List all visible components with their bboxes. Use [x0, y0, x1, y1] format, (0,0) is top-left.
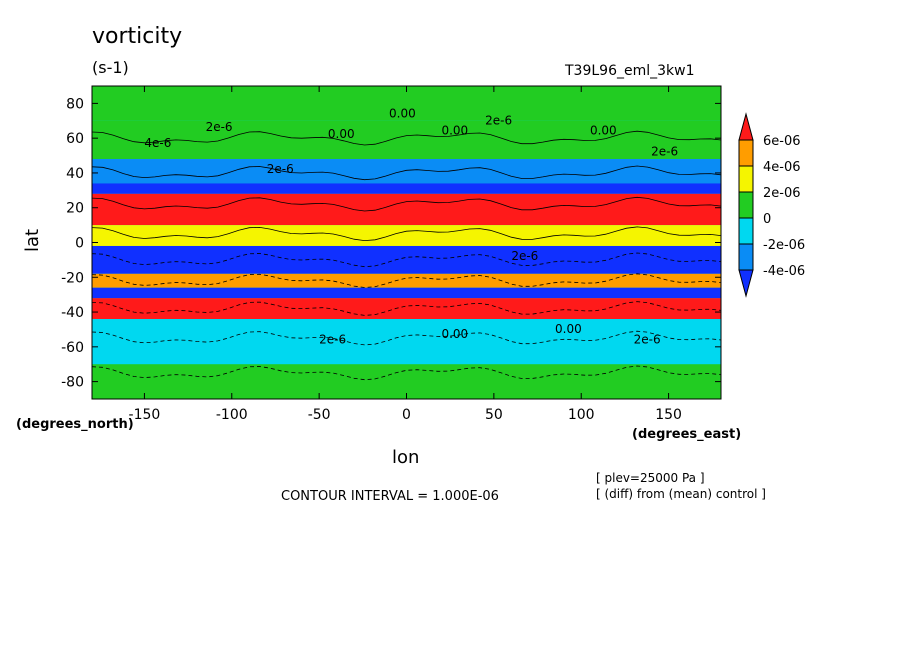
contour-label: 2e-6	[267, 162, 294, 176]
x-tick-label: 150	[655, 407, 682, 423]
contour-line	[91, 365, 722, 381]
contour-line	[91, 226, 722, 242]
vorticity-band	[92, 287, 721, 299]
vorticity-band	[92, 225, 721, 246]
vorticity-band	[92, 298, 721, 320]
y-tick-label: 80	[66, 96, 84, 112]
colorbar-segment	[738, 165, 754, 193]
x-tick-label: 100	[568, 407, 595, 423]
x-tick-label: -50	[308, 407, 331, 423]
contour-label: 0.00	[389, 106, 416, 120]
x-tick-label: -100	[216, 407, 248, 423]
contour-label: 0.00	[555, 322, 582, 336]
y-tick-label: -80	[61, 375, 84, 391]
contour-line	[91, 301, 722, 316]
colorbar-segment	[738, 191, 754, 219]
contour-interval-label: CONTOUR INTERVAL = 1.000E-06	[281, 489, 499, 504]
contour-label: 0.00	[328, 127, 355, 141]
x-tick-label: 50	[485, 407, 503, 423]
vorticity-band	[92, 245, 721, 274]
colorbar-label: -2e-06	[763, 238, 805, 253]
colorbar-segment	[738, 139, 754, 167]
y-tick-label: -60	[61, 340, 84, 356]
contour-line	[91, 273, 722, 288]
vorticity-band	[92, 193, 721, 226]
contour-label: 2e-6	[634, 332, 661, 346]
contour-line	[91, 130, 722, 146]
contour-label: 0.00	[441, 327, 468, 341]
vorticity-band	[92, 273, 721, 288]
contour-line	[91, 165, 722, 181]
chart-units: (s-1)	[92, 58, 129, 77]
contour-label: 0.00	[441, 124, 468, 138]
x-axis-units: (degrees_east)	[632, 427, 742, 442]
colorbar-label: 2e-06	[763, 186, 801, 201]
y-tick-label: 40	[66, 166, 84, 182]
colorbar-segment	[738, 243, 754, 271]
contour-label: 4e-6	[144, 136, 171, 150]
contour-line	[91, 252, 722, 268]
vorticity-band	[92, 159, 721, 184]
x-axis-label: lon	[392, 447, 420, 468]
colorbar-top-arrow	[738, 112, 754, 141]
run-id-label: T39L96_eml_3kw1	[565, 63, 695, 79]
contour-label: 2e-6	[319, 332, 346, 346]
x-tick-label: -150	[129, 407, 161, 423]
contour-label: 0.00	[590, 124, 617, 138]
y-axis-units: (degrees_north)	[16, 417, 134, 432]
y-tick-label: -40	[61, 305, 84, 321]
contour-label: 2e-6	[485, 113, 512, 127]
y-tick-label: 60	[66, 131, 84, 147]
y-tick-label: 20	[66, 201, 84, 217]
colorbar-label: 0	[763, 212, 771, 227]
y-tick-label: 0	[75, 236, 84, 252]
contour-line	[91, 330, 722, 346]
contour-label: 2e-6	[206, 120, 233, 134]
chart-title: vorticity	[92, 24, 183, 49]
contour-line	[91, 196, 722, 212]
colorbar-label: 6e-06	[763, 134, 801, 149]
colorbar-bottom-arrow	[738, 269, 754, 298]
vorticity-band	[92, 319, 721, 365]
y-tick-label: -20	[61, 270, 84, 286]
colorbar-segment	[738, 217, 754, 245]
pressure-level-note: [ plev=25000 Pa ]	[596, 471, 705, 485]
colorbar-label: -4e-06	[763, 264, 805, 279]
colorbar-label: 4e-06	[763, 160, 801, 175]
contour-label: 2e-6	[511, 249, 538, 263]
vorticity-band	[92, 183, 721, 194]
vorticity-band	[92, 120, 721, 160]
contour-label: 2e-6	[651, 145, 678, 159]
x-tick-label: 0	[402, 407, 411, 423]
diff-note: [ (diff) from (mean) control ]	[596, 487, 766, 501]
